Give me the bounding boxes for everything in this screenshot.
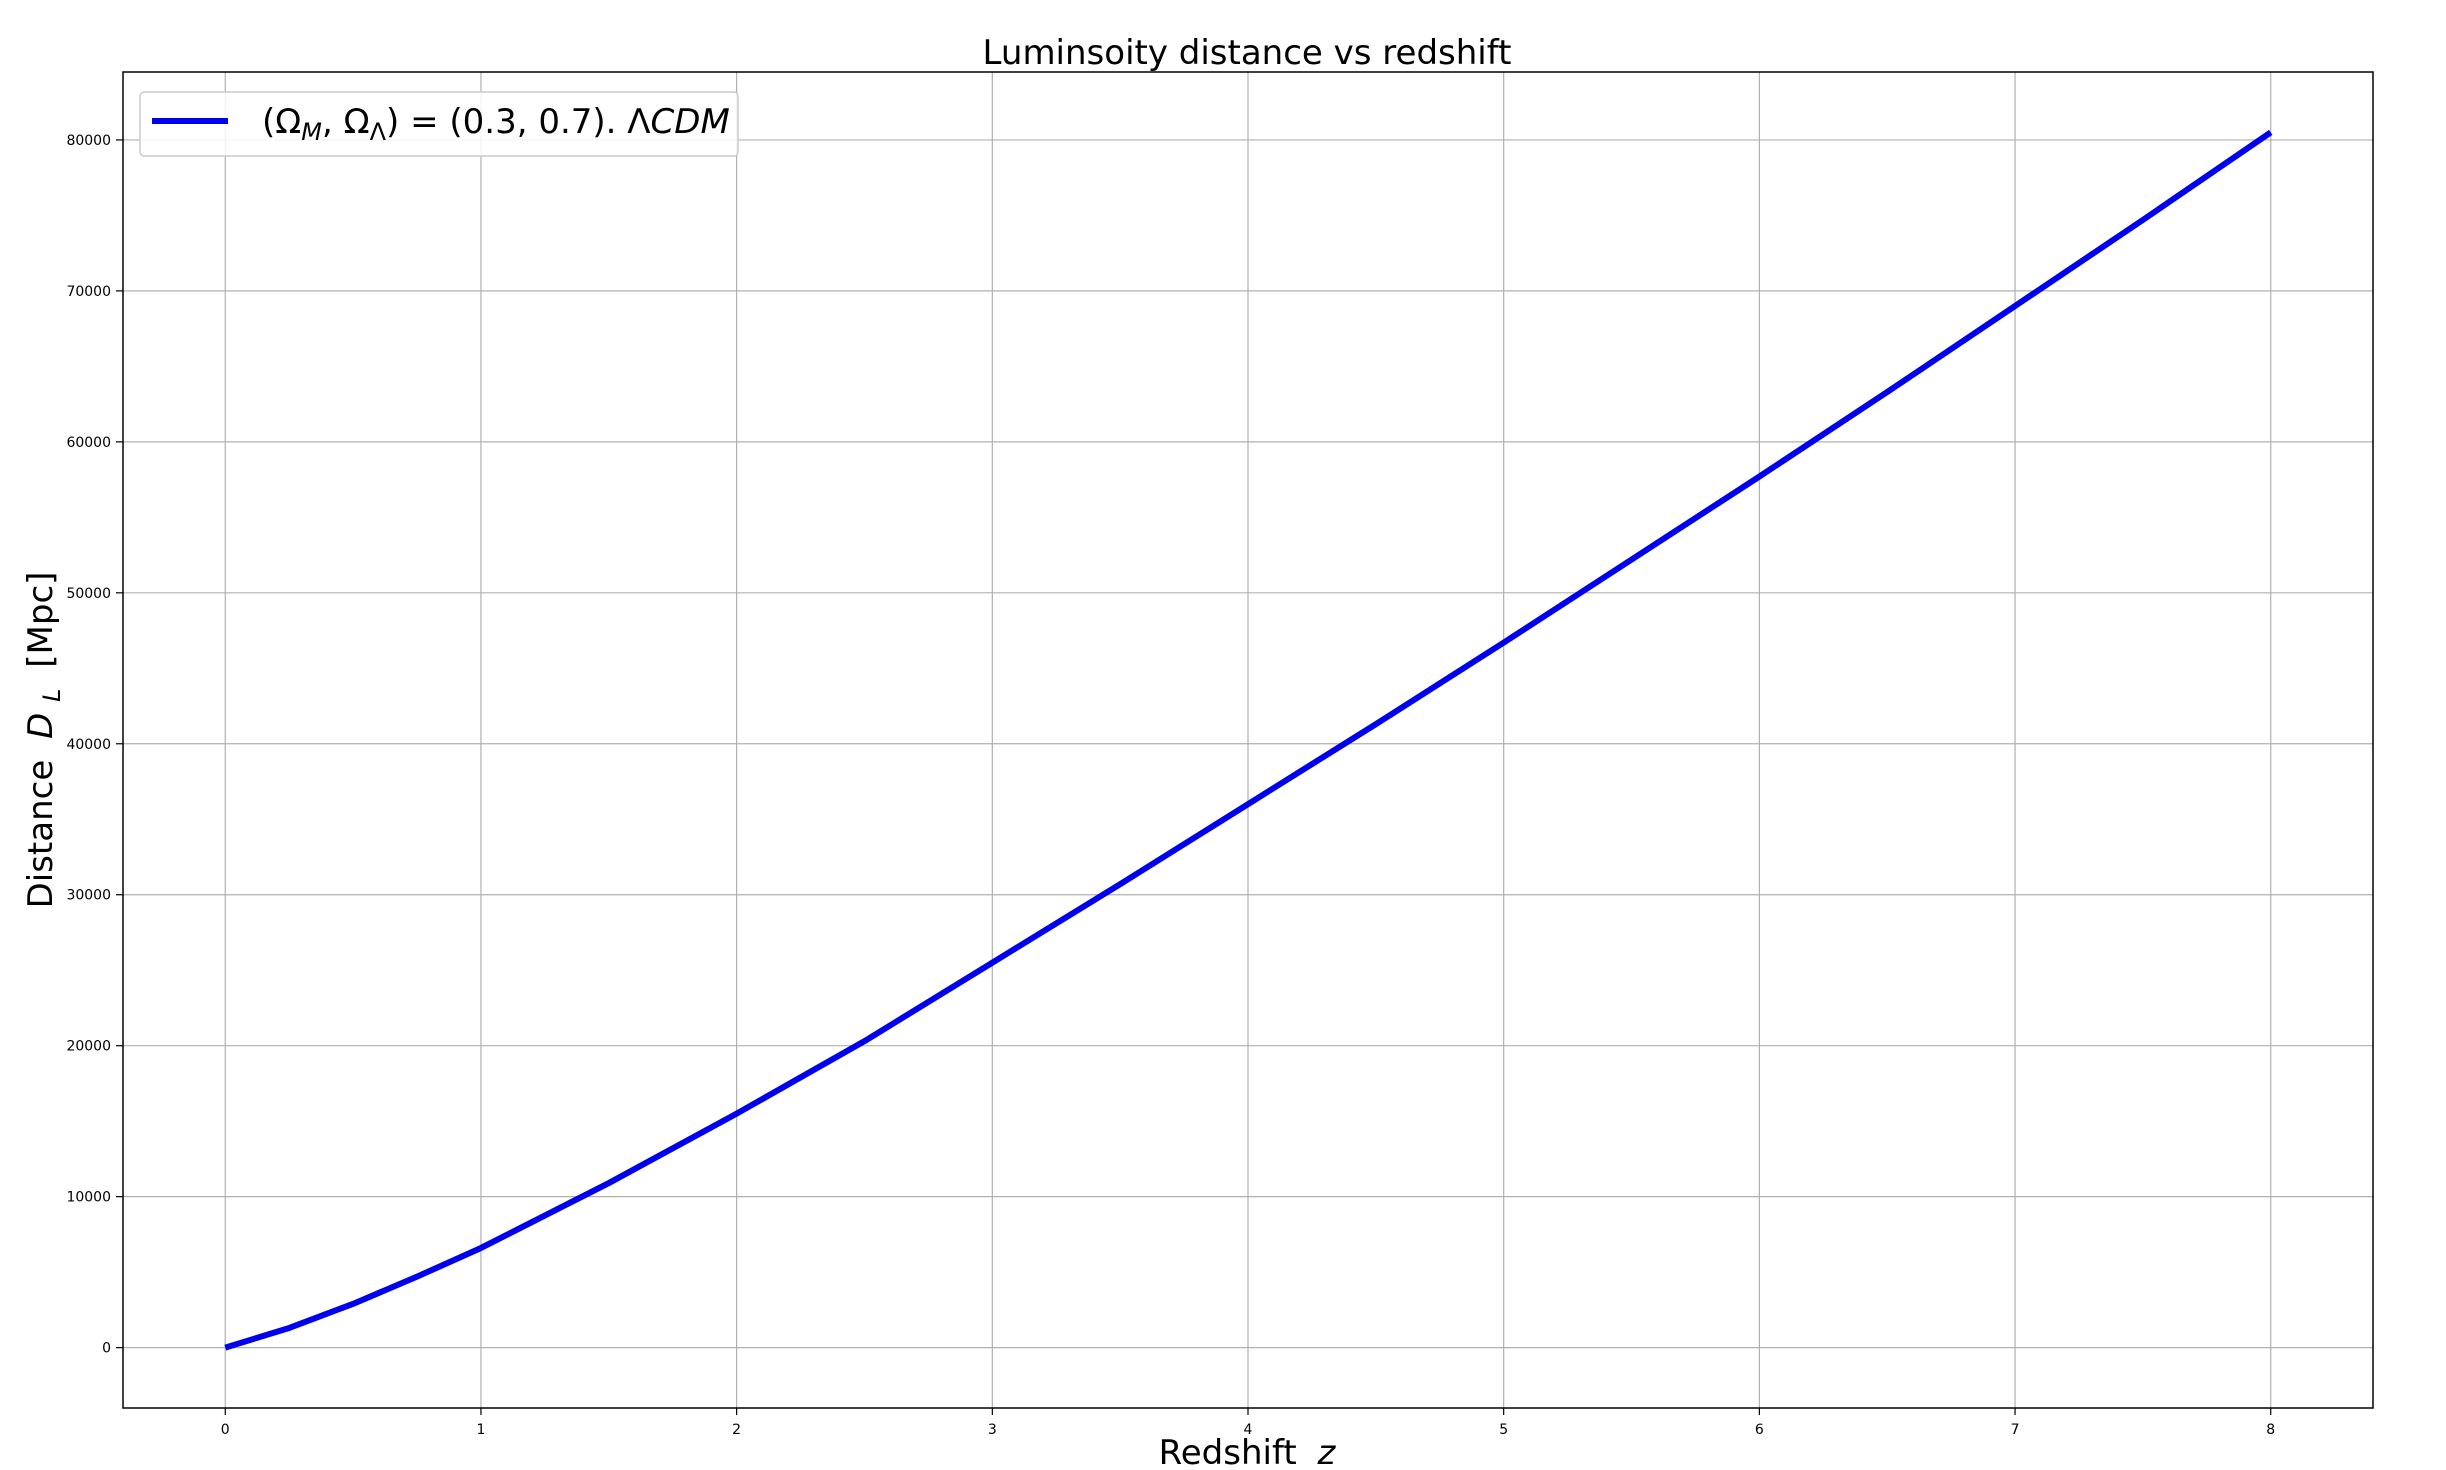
x-tick-label: 4 bbox=[1244, 1422, 1253, 1438]
x-tick-label: 7 bbox=[2011, 1422, 2020, 1438]
x-tick-label: 8 bbox=[2266, 1422, 2275, 1438]
y-tick-label: 60000 bbox=[66, 435, 111, 451]
x-axis-label-variable: z bbox=[1316, 1433, 1336, 1470]
plot-area-frame bbox=[122, 71, 2374, 1409]
x-axis-label: Redshift z bbox=[1159, 1433, 1337, 1470]
grid bbox=[123, 72, 2373, 1408]
legend: (ΩM, ΩΛ) = (0.3, 0.7). ΛCDM bbox=[139, 91, 739, 157]
y-axis-label-text: Distance bbox=[21, 760, 61, 909]
legend-entry-label: (ΩM, ΩΛ) = (0.3, 0.7). ΛCDM bbox=[262, 102, 730, 146]
y-tick-label: 80000 bbox=[66, 133, 111, 149]
x-tick-label: 0 bbox=[221, 1422, 230, 1438]
y-tick-label: 30000 bbox=[66, 888, 111, 904]
x-tick-label: 2 bbox=[732, 1422, 741, 1438]
y-axis-label-unit: [Mpc] bbox=[21, 572, 61, 668]
x-axis-label-text: Redshift bbox=[1159, 1433, 1297, 1470]
y-tick-label: 70000 bbox=[66, 284, 111, 300]
legend-box bbox=[139, 91, 739, 157]
y-axis-label-subscript: L bbox=[38, 689, 66, 702]
series-layer bbox=[224, 129, 2273, 1351]
x-tick-label: 5 bbox=[1499, 1422, 1508, 1438]
x-tick-label: 3 bbox=[988, 1422, 997, 1438]
y-axis-ticks: 0 10000 20000 30000 40000 50000 60000 70000 8000… bbox=[66, 133, 123, 1357]
y-tick-label: 10000 bbox=[66, 1190, 111, 1206]
y-tick-label: 0 bbox=[102, 1341, 111, 1357]
series-line bbox=[224, 129, 2273, 1351]
chart-title: Luminsoity distance vs redshift bbox=[983, 33, 1512, 73]
y-axis-label-variable: D bbox=[21, 713, 61, 739]
y-tick-label: 40000 bbox=[66, 737, 111, 753]
y-tick-label: 20000 bbox=[66, 1039, 111, 1055]
y-axis-label: Distance D L [Mpc] bbox=[21, 572, 69, 909]
x-axis-ticks: 0 1 2 3 4 5 6 7 8 bbox=[221, 1408, 2275, 1438]
y-tick-label: 50000 bbox=[66, 586, 111, 602]
x-tick-label: 1 bbox=[476, 1422, 485, 1438]
x-tick-label: 6 bbox=[1755, 1422, 1764, 1438]
